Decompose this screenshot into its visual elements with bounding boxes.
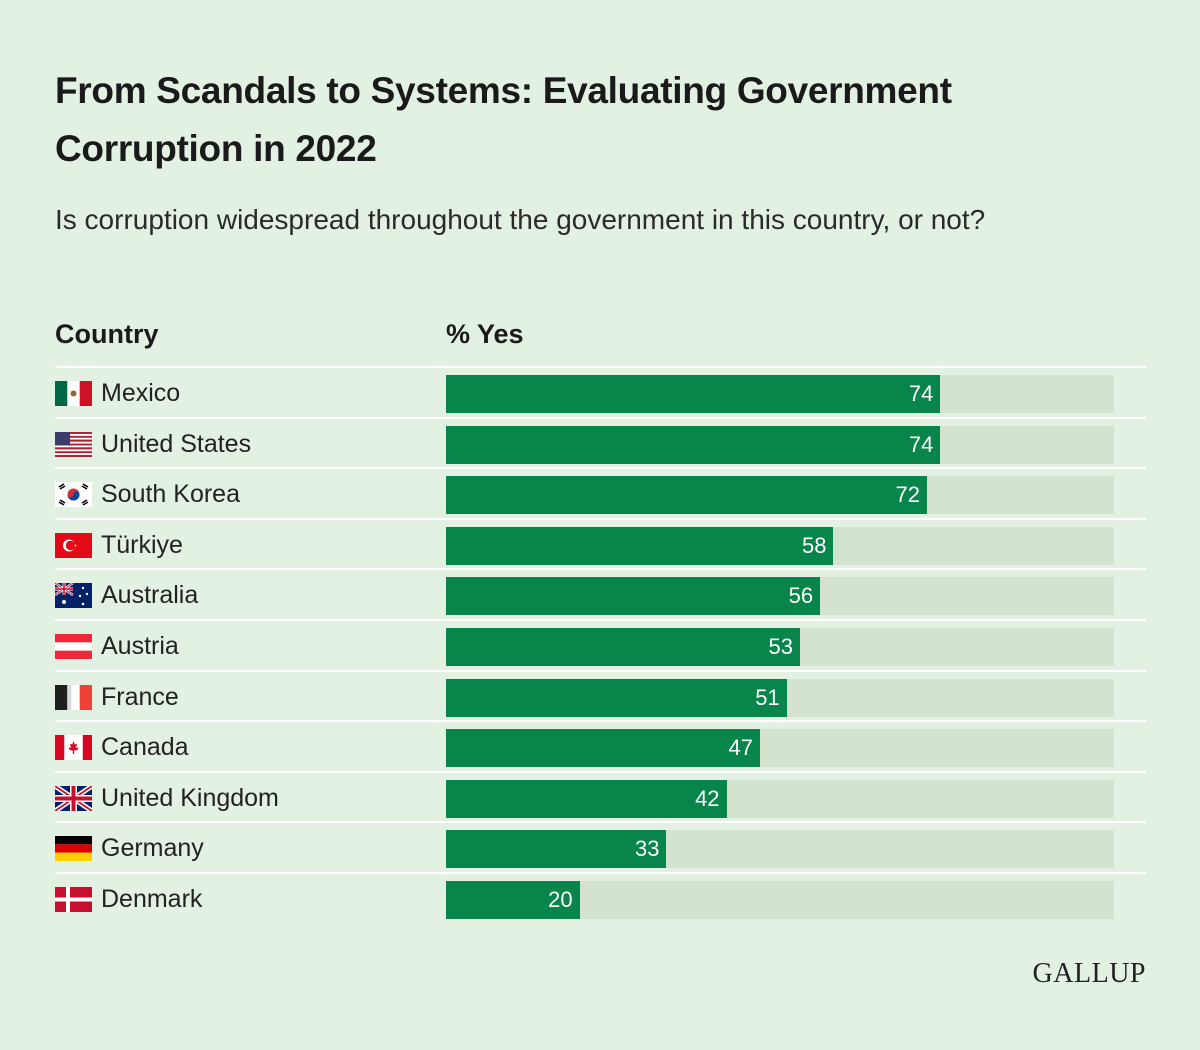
- bar-value-label: 72: [895, 482, 920, 508]
- bar-value-label: 47: [728, 735, 753, 761]
- country-label: France: [101, 682, 179, 711]
- bar-value-label: 42: [695, 785, 720, 811]
- country-label: United Kingdom: [101, 783, 279, 812]
- percent-column-header: % Yes: [446, 319, 524, 349]
- bar: 74: [446, 425, 941, 464]
- bar-track: 51: [446, 678, 1114, 717]
- denmark-flag-icon: [55, 886, 92, 912]
- country-label: United States: [101, 429, 252, 458]
- france-flag-icon: [55, 684, 92, 710]
- turkiye-flag-icon: [55, 532, 92, 558]
- south-korea-flag-icon: [55, 482, 92, 508]
- bar-value-label: 33: [634, 836, 660, 862]
- bar-row: Mexico 74: [55, 366, 1146, 417]
- bar-value-label: 20: [548, 886, 573, 912]
- bar-row: Denmark 20: [55, 871, 1146, 923]
- canada-flag-icon: [55, 735, 92, 761]
- australia-flag-icon: [55, 583, 92, 609]
- bar-row: South Korea 72: [55, 467, 1146, 518]
- mexico-flag-icon: [55, 381, 92, 406]
- chart-subtitle: Is corruption widespread throughout the …: [55, 204, 986, 235]
- bar-row: Austria 53: [55, 618, 1146, 670]
- bar-track: 42: [446, 779, 1114, 818]
- bar-track: 20: [446, 880, 1114, 919]
- bar: 33: [446, 830, 667, 869]
- usa-flag-icon: [55, 431, 92, 457]
- bar: 56: [446, 577, 821, 616]
- country-label: Canada: [101, 733, 189, 762]
- country-label: Germany: [101, 834, 204, 863]
- bar-value-label: 74: [908, 381, 934, 406]
- country-column-header: Country: [55, 319, 159, 349]
- bar-track: 47: [446, 729, 1114, 768]
- bar-track: 56: [446, 577, 1114, 616]
- bar-track: 74: [446, 375, 1114, 413]
- bar-rows: Mexico 74 United States 74 South Korea 72 Türk…: [55, 366, 1146, 923]
- bar-value-label: 56: [788, 583, 814, 609]
- country-label: Mexico: [101, 379, 181, 407]
- bar-track: 33: [446, 830, 1114, 869]
- germany-flag-icon: [55, 836, 92, 862]
- bar-track: 74: [446, 425, 1114, 464]
- bar: 58: [446, 526, 834, 565]
- bar-row: Canada 47: [55, 720, 1146, 771]
- bar-track: 58: [446, 526, 1114, 565]
- bar: 42: [446, 779, 727, 818]
- bar: 53: [446, 627, 801, 666]
- bar-value-label: 53: [768, 633, 794, 659]
- bar-track: 53: [446, 627, 1114, 666]
- bar-value-label: 74: [908, 431, 934, 457]
- country-label: Denmark: [101, 884, 203, 913]
- uk-flag-icon: [55, 785, 92, 811]
- bar-value-label: 51: [755, 684, 780, 710]
- bar-row: United States 74: [55, 416, 1146, 468]
- bar: 72: [446, 476, 927, 515]
- austria-flag-icon: [55, 633, 92, 659]
- bar-row: Germany 33: [55, 821, 1146, 872]
- bar-row: France 51: [55, 669, 1146, 721]
- bar: 20: [446, 880, 580, 919]
- gallup-logo: GALLUP: [1032, 958, 1146, 989]
- bar: 47: [446, 729, 760, 768]
- country-label: Austria: [101, 631, 179, 660]
- bar-row: Australia 56: [55, 568, 1146, 619]
- country-label: Türkiye: [101, 530, 183, 559]
- bar: 51: [446, 678, 787, 717]
- country-label: South Korea: [101, 480, 240, 509]
- bar-row: United Kingdom 42: [55, 770, 1146, 822]
- bar-row: Türkiye 58: [55, 517, 1146, 569]
- bar-value-label: 58: [801, 532, 827, 558]
- country-label: Australia: [101, 581, 199, 610]
- chart-title: From Scandals to Systems: Evaluating Gov…: [55, 70, 952, 169]
- bar: 74: [446, 375, 941, 413]
- bar-track: 72: [446, 476, 1114, 515]
